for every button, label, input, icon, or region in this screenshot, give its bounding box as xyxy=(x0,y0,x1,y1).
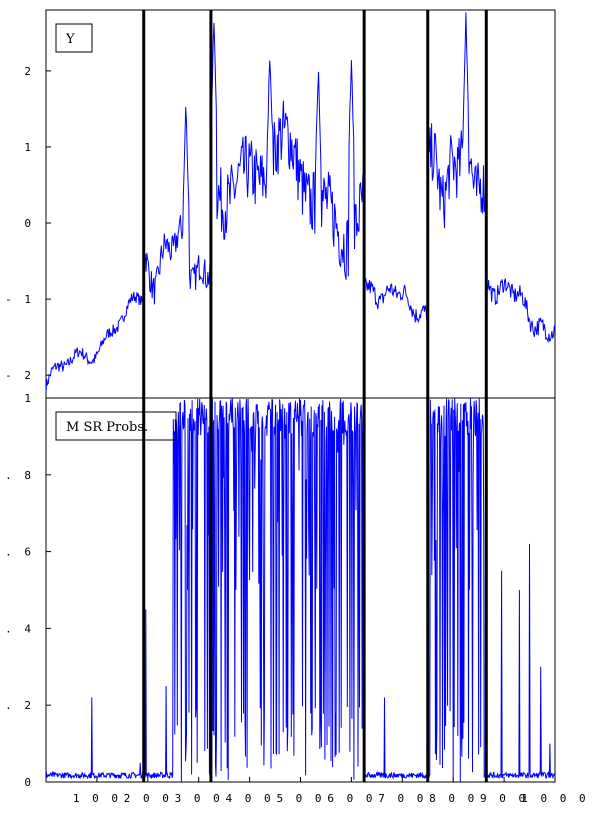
y-tick-label: 0 . 8 xyxy=(0,469,34,482)
legend-box xyxy=(55,23,93,53)
y-tick-label: 2 xyxy=(24,65,34,78)
y-tick-label: 0 . 4 xyxy=(0,622,34,635)
x-tick-label: 5 0 0 xyxy=(276,792,324,805)
y-tick-label: 0 xyxy=(24,776,34,789)
y-tick-label: 0 xyxy=(24,217,34,230)
y-tick-label: 0 . 6 xyxy=(0,546,34,559)
x-tick-label: 1 0 0 xyxy=(73,792,121,805)
y-tick-label: 1 xyxy=(24,141,34,154)
x-tick-label: 6 0 0 xyxy=(327,792,375,805)
y-tick-label: 1 xyxy=(24,392,34,405)
bottom-panel: 1 0 . 8 0 . 6 0 . 4 0 . 2 0 1 0 02 0 03 0 04 0… xyxy=(0,392,588,805)
legend: M SR Probs. xyxy=(55,411,177,441)
x-tick-label: 2 0 0 xyxy=(124,792,172,805)
x-tick-label: 3 0 0 xyxy=(175,792,223,805)
x-tick-label: 4 0 0 xyxy=(226,792,274,805)
x-tick-label: 8 0 0 xyxy=(429,792,477,805)
plot-frame xyxy=(45,9,556,399)
x-tick-label: 1 0 0 0 xyxy=(521,792,588,805)
x-tick-label: 9 0 0 xyxy=(480,792,528,805)
series-line xyxy=(45,12,556,393)
series-line xyxy=(45,397,556,783)
x-tick-label: 7 0 0 xyxy=(378,792,426,805)
top-panel: 2 1 0 - 1 - 2 Y xyxy=(5,9,556,399)
legend-label: M SR Probs. xyxy=(66,420,148,435)
y-tick-label: - 1 xyxy=(5,293,34,306)
legend-label: Y xyxy=(65,32,75,47)
legend-box xyxy=(55,411,177,441)
y-tick-label: 0 . 2 xyxy=(0,699,34,712)
y-tick-label: - 2 xyxy=(5,369,34,382)
legend: Y xyxy=(55,23,93,53)
